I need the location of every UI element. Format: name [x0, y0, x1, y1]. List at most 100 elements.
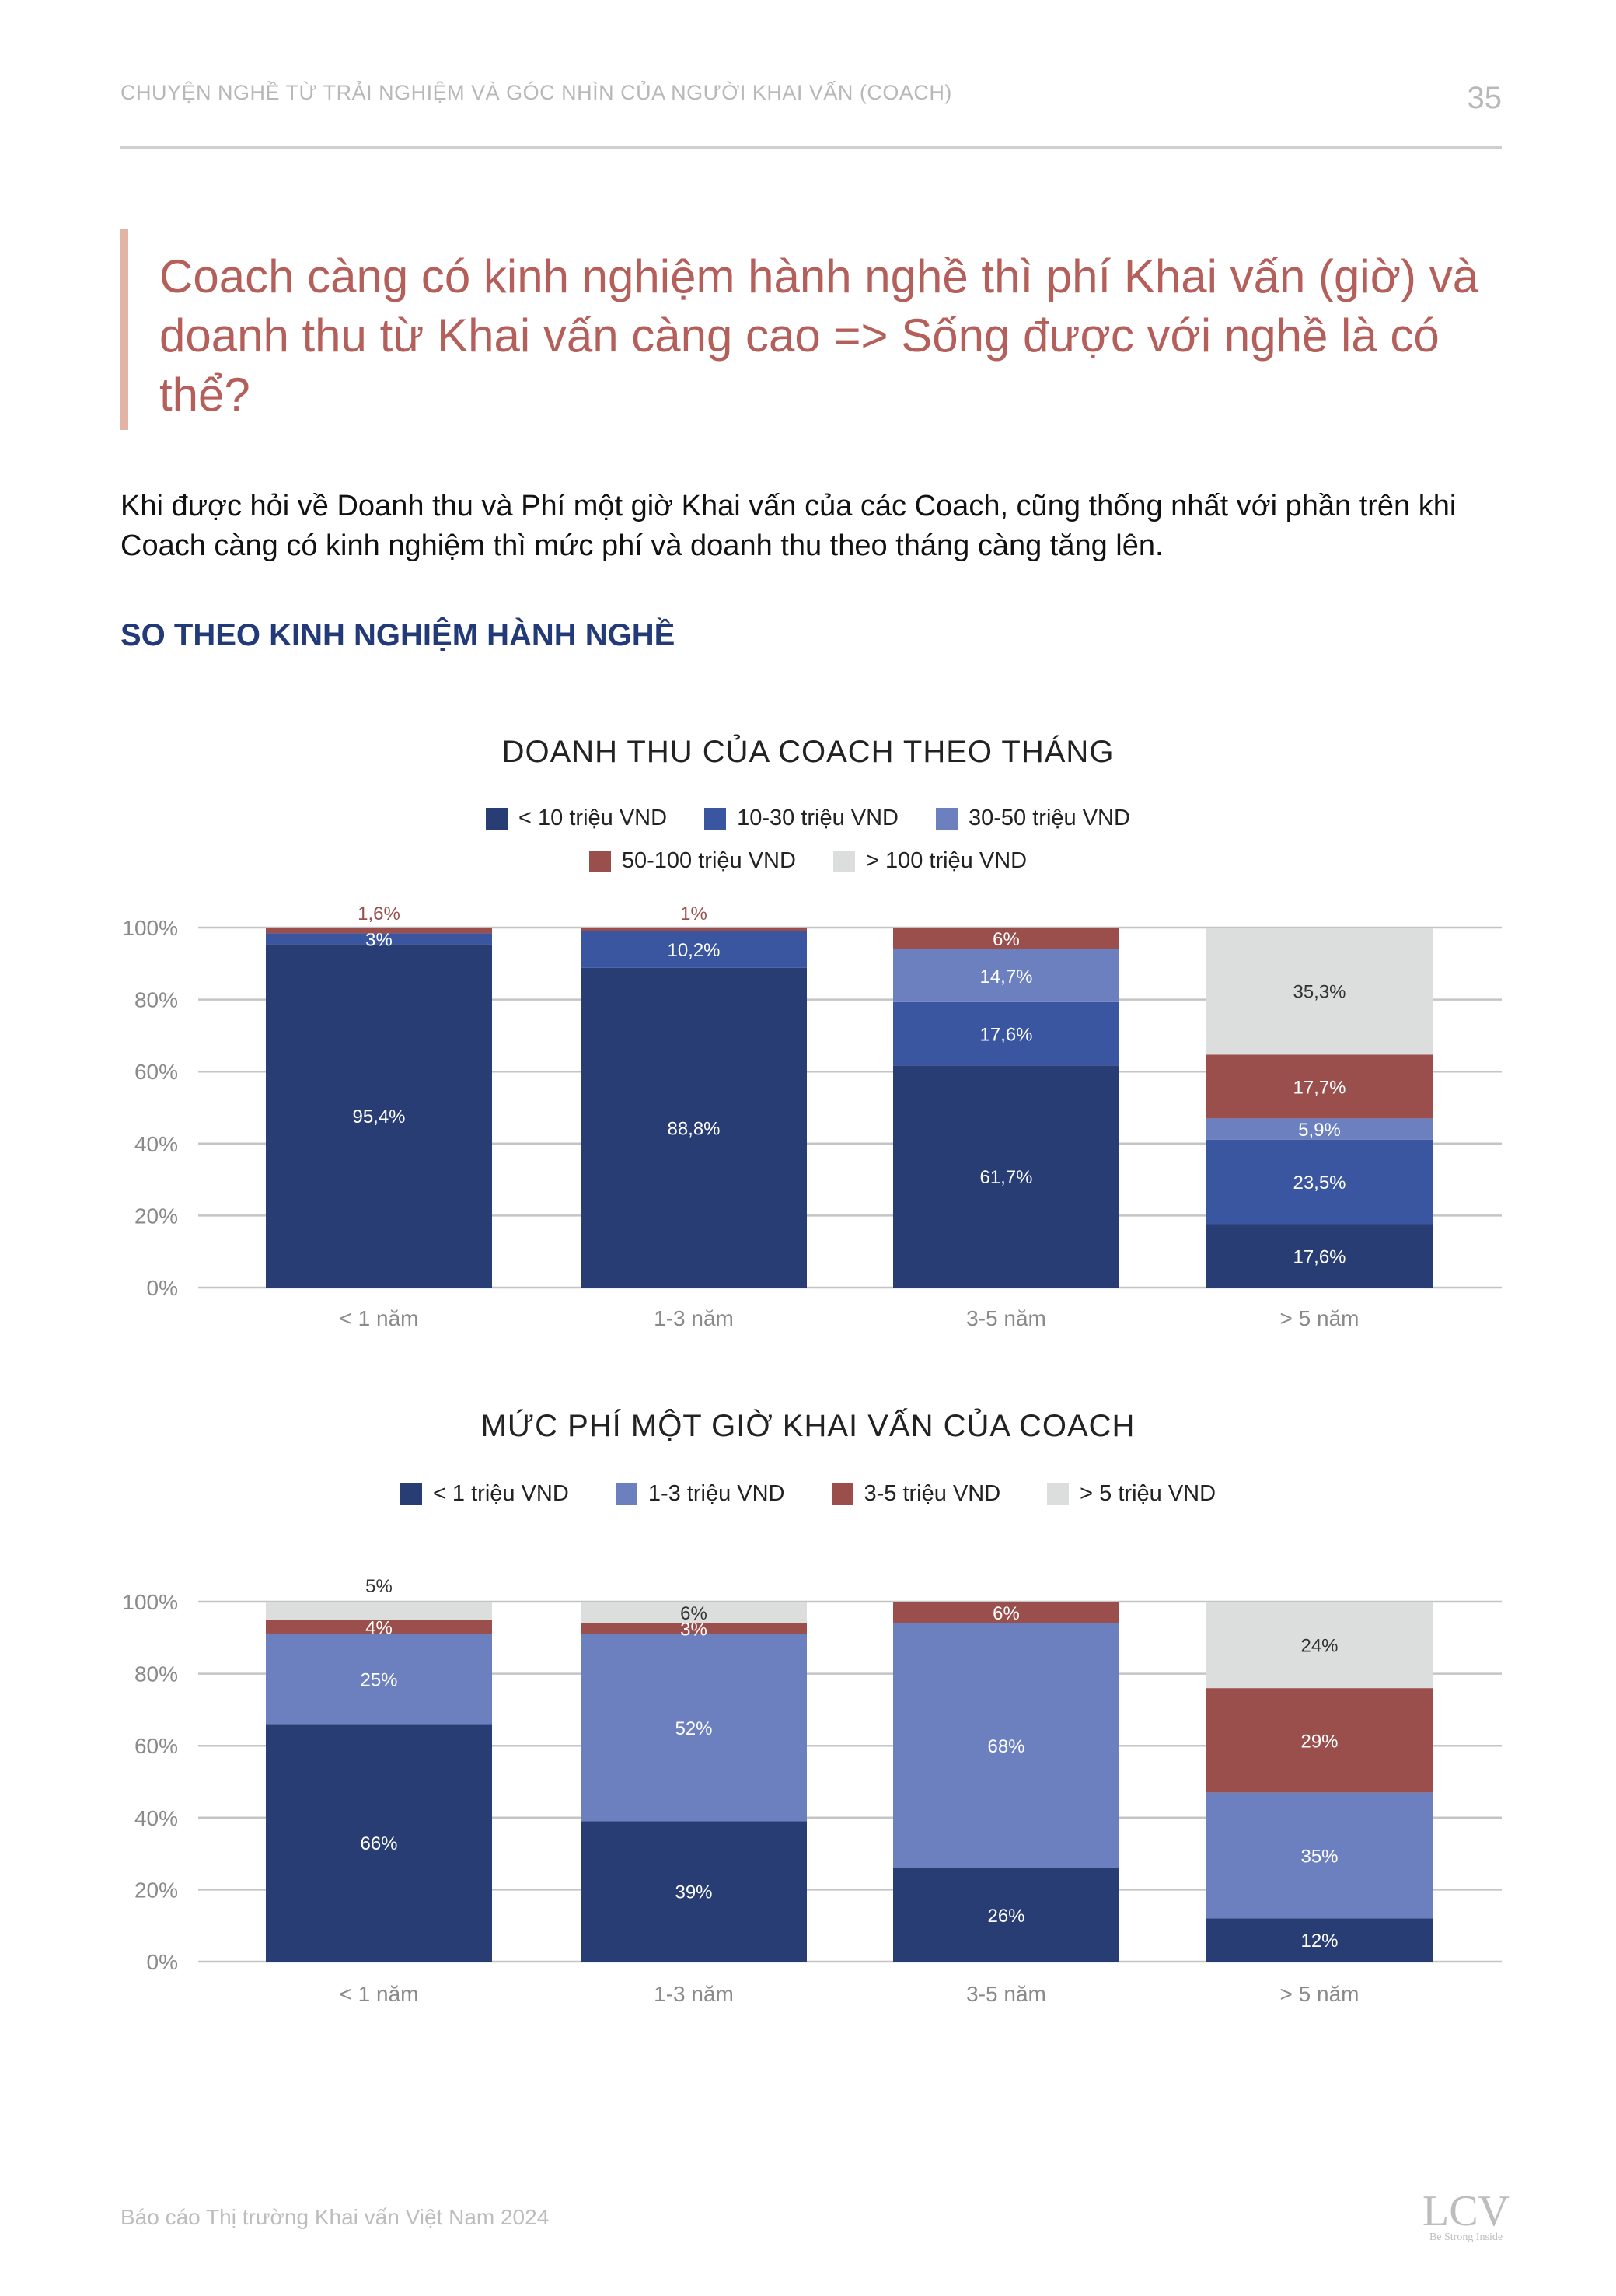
legend-item: > 5 triệu VND — [1047, 1481, 1216, 1507]
data-label: 26% — [987, 1906, 1024, 1927]
bar-segment — [893, 1065, 1119, 1288]
y-tick-label: 60% — [134, 1060, 178, 1084]
legend-swatch — [486, 807, 508, 830]
bar-segment — [581, 1623, 807, 1634]
legend-item: > 100 triệu VND — [832, 848, 1028, 874]
y-tick-label: 20% — [134, 1878, 178, 1902]
logo-text: LCV — [1422, 2187, 1510, 2235]
y-tick-label: 40% — [134, 1806, 178, 1830]
logo-tagline: Be Strong Inside — [1429, 2231, 1503, 2243]
legend-swatch — [400, 1483, 422, 1505]
legend-swatch — [1047, 1483, 1070, 1505]
bar-segment — [893, 1001, 1119, 1066]
x-tick-label: 1-3 năm — [654, 1306, 734, 1330]
legend-item: 30-50 triệu VND — [936, 806, 1130, 831]
bar-segment — [581, 1602, 807, 1623]
bar-segment — [266, 1620, 492, 1634]
headline: Coach càng có kinh nghiệm hành nghề thì … — [159, 250, 1479, 421]
chart-title-fee: MỨC PHÍ MỘT GIỜ KHAI VẤN CỦA COACH — [480, 1409, 1136, 1443]
y-tick-label: 40% — [134, 1132, 178, 1156]
header-divider — [120, 146, 1502, 149]
bar-segment — [266, 1634, 492, 1725]
data-label: 1% — [680, 903, 707, 924]
y-tick-label: 100% — [122, 1590, 178, 1614]
page-number: 35 — [1467, 81, 1503, 115]
bar-segment — [893, 949, 1119, 1002]
bar-segment — [581, 1634, 807, 1822]
legend-item: 10-30 triệu VND — [704, 806, 899, 831]
data-label: 6% — [993, 929, 1020, 950]
data-label: 17,7% — [1293, 1077, 1346, 1098]
bar-segment — [266, 928, 492, 934]
data-label: 4% — [365, 1617, 393, 1638]
x-tick-label: 1-3 năm — [654, 1982, 734, 2006]
bar-segment — [1206, 1792, 1433, 1919]
bar-segment — [893, 1868, 1119, 1962]
legend-label: 1-3 triệu VND — [647, 1481, 785, 1506]
data-label: 10,2% — [667, 940, 720, 961]
y-tick-label: 100% — [122, 916, 178, 940]
data-label: 12% — [1300, 1931, 1338, 1952]
footer-text: Báo cáo Thị trường Khai vấn Việt Nam 202… — [120, 2205, 550, 2229]
data-label: 52% — [675, 1718, 712, 1739]
bar-segment — [1206, 1224, 1433, 1288]
y-tick-label: 0% — [147, 1950, 178, 1974]
x-tick-label: > 5 năm — [1280, 1306, 1359, 1330]
legend-label: 50-100 triệu VND — [621, 848, 796, 873]
legend-revenue-row1: < 10 triệu VND 10-30 triệu VND 30-50 triệu… — [0, 806, 1616, 831]
bar-segment — [266, 933, 492, 945]
bar-segment — [1206, 928, 1433, 1055]
running-header: CHUYỆN NGHỀ TỪ TRẢI NGHIỆM VÀ GÓC NHÌN C… — [120, 81, 952, 104]
x-tick-label: 3-5 năm — [966, 1982, 1046, 2006]
data-label: 68% — [987, 1736, 1024, 1757]
bar-segment — [1206, 1688, 1433, 1793]
data-label: 35% — [1300, 1846, 1338, 1867]
legend-label: < 10 triệu VND — [518, 806, 668, 830]
legend-item: 3-5 triệu VND — [831, 1481, 1001, 1507]
bar-segment — [1206, 1139, 1433, 1225]
y-tick-label: 80% — [134, 988, 178, 1012]
data-label: 5,9% — [1298, 1120, 1341, 1141]
data-label: 6% — [993, 1603, 1020, 1624]
legend-swatch — [831, 1483, 853, 1505]
bar-segment — [581, 1821, 807, 1962]
y-tick-label: 60% — [134, 1734, 178, 1758]
legend-item: 1-3 triệu VND — [615, 1481, 785, 1507]
legend-label: > 100 triệu VND — [865, 848, 1028, 873]
bar-segment — [581, 931, 807, 968]
data-label: 23,5% — [1293, 1172, 1346, 1193]
bar-segment — [266, 944, 492, 1288]
x-tick-label: < 1 năm — [340, 1306, 419, 1330]
bar-segment — [1206, 1918, 1433, 1962]
legend-item: 50-100 triệu VND — [588, 848, 796, 874]
legend-revenue-row2: 50-100 triệu VND > 100 triệu VND — [0, 848, 1616, 874]
legend-swatch — [704, 807, 727, 830]
intro-paragraph: Khi được hỏi về Doanh thu và Phí một giờ… — [120, 490, 1457, 562]
data-label: 14,7% — [979, 966, 1032, 987]
bar-segment — [893, 1623, 1119, 1868]
data-label: 39% — [675, 1882, 712, 1903]
data-label: 1,6% — [358, 903, 400, 924]
chart-title-revenue: DOANH THU CỦA COACH THEO THÁNG — [501, 735, 1115, 769]
bar-segment — [893, 928, 1119, 949]
y-tick-label: 20% — [134, 1204, 178, 1228]
legend-label: < 1 triệu VND — [432, 1481, 569, 1506]
y-tick-label: 0% — [147, 1276, 178, 1300]
data-label: 88,8% — [667, 1118, 720, 1139]
legend-label: 10-30 triệu VND — [737, 806, 899, 830]
legend-swatch — [588, 850, 611, 872]
data-label: 35,3% — [1293, 982, 1346, 1003]
bar-segment — [581, 967, 807, 1288]
data-label: 61,7% — [979, 1167, 1032, 1188]
legend-label: 30-50 triệu VND — [969, 806, 1130, 830]
data-label: 29% — [1300, 1731, 1338, 1752]
section-heading: SO THEO KINH NGHIỆM HÀNH NGHỀ — [120, 618, 675, 652]
legend-swatch — [615, 1483, 637, 1505]
data-label: 95,4% — [352, 1106, 405, 1127]
legend-label: 3-5 triệu VND — [864, 1481, 1001, 1506]
x-tick-label: < 1 năm — [340, 1982, 419, 2006]
legend-item: < 10 triệu VND — [486, 806, 667, 831]
lcv-logo: LCV Be Strong Inside — [1422, 2187, 1510, 2244]
bar-segment — [581, 928, 807, 931]
